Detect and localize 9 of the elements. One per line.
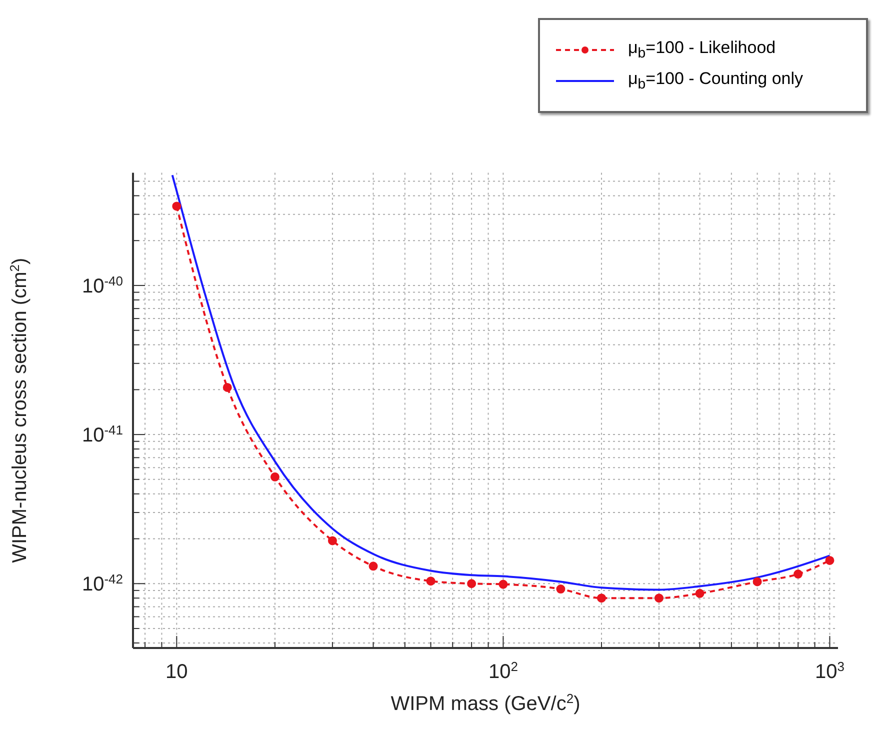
x-tick-label: 10 xyxy=(166,661,188,683)
legend-label: μ$_{b}$=100 - Likelihood xyxy=(628,38,776,62)
y-tick-label: 10$^{-40}$ xyxy=(82,272,123,298)
y-tick-label: 10$^{-41}$ xyxy=(82,422,123,447)
x-tick-label: 10$^{3}$ xyxy=(814,658,844,683)
x-axis-title: WIPM mass (GeV/c$^{2}$) xyxy=(390,690,580,715)
y-tick-label: 10$^{-42}$ xyxy=(82,571,123,596)
legend-label: μ$_{b}$=100 - Counting only xyxy=(628,69,804,93)
x-tick-label: 10$^{2}$ xyxy=(488,658,518,683)
